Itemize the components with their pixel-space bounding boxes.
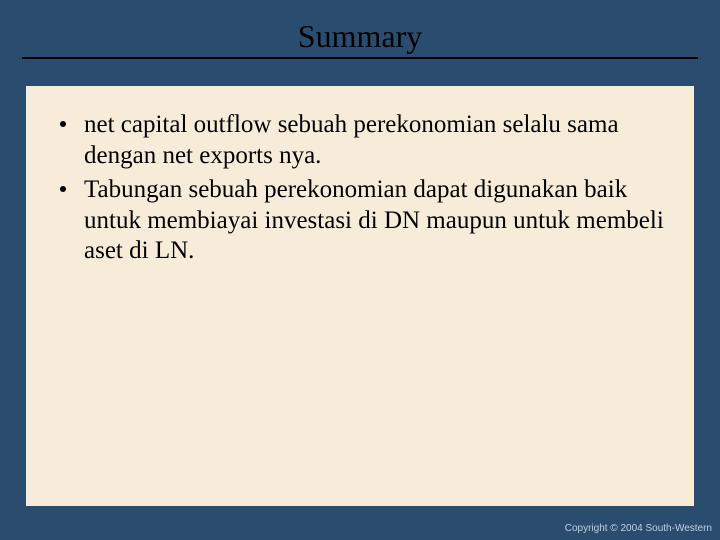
bullet-icon xyxy=(60,121,66,127)
bullet-icon xyxy=(60,186,66,192)
bullet-list: net capital outflow sebuah perekonomian … xyxy=(56,110,664,267)
title-underline xyxy=(22,57,698,59)
copyright-text: Copyright © 2004 South-Western xyxy=(565,523,712,534)
bullet-text: net capital outflow sebuah perekonomian … xyxy=(84,111,619,169)
list-item: net capital outflow sebuah perekonomian … xyxy=(56,110,664,171)
slide: Summary net capital outflow sebuah perek… xyxy=(0,0,720,540)
list-item: Tabungan sebuah perekonomian dapat digun… xyxy=(56,175,664,267)
title-band: Summary xyxy=(0,0,720,69)
content-area: net capital outflow sebuah perekonomian … xyxy=(26,86,694,506)
slide-title: Summary xyxy=(0,18,720,55)
bullet-text: Tabungan sebuah perekonomian dapat digun… xyxy=(84,176,664,264)
